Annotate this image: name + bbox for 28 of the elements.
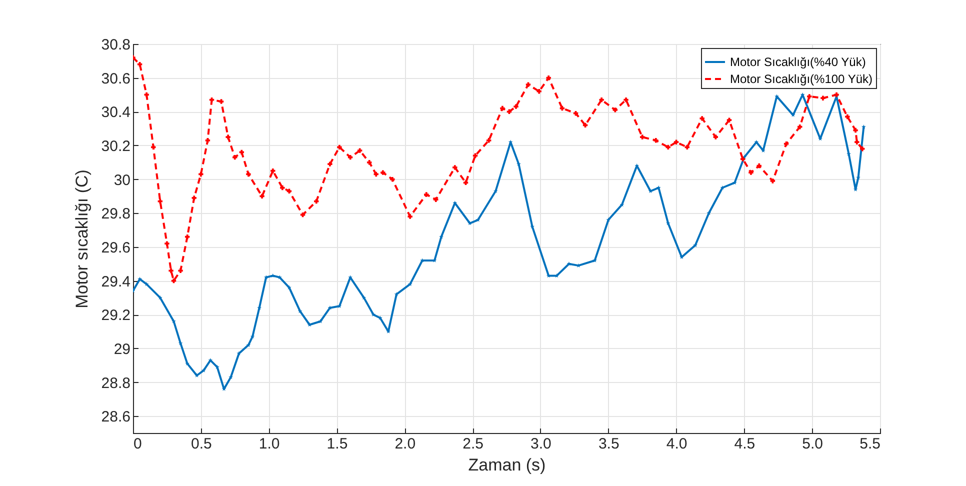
y-tick-label: 30 <box>114 172 130 189</box>
x-tick-label: 4.0 <box>666 436 688 452</box>
y-tick-label: 28.8 <box>101 374 130 392</box>
x-tick-label: 0.5 <box>190 436 212 452</box>
x-tick-label: 2.5 <box>462 436 484 452</box>
x-tick-label: 3.0 <box>530 436 552 452</box>
x-tick-label: 5.5 <box>860 436 880 452</box>
y-tick-label: 30.2 <box>101 138 130 155</box>
x-tick-label: 4.5 <box>734 436 756 452</box>
y-tick-label: 29.4 <box>101 273 130 290</box>
y-tick-label: 29.2 <box>101 307 130 324</box>
legend-label: Motor Sıcaklığı(%100 Yük) <box>730 72 873 86</box>
y-tick-label: 29 <box>114 340 130 358</box>
x-tick-label: 1.0 <box>258 436 280 452</box>
x-tick-label: 3.5 <box>598 436 620 452</box>
y-tick-label: 30.4 <box>101 104 130 122</box>
y-tick-label: 29.6 <box>101 239 130 256</box>
x-tick-label: 5.0 <box>802 436 824 452</box>
legend-label: Motor Sıcaklığı(%40 Yük) <box>730 55 866 69</box>
y-tick-label: 29.8 <box>101 206 130 223</box>
y-tick-label: 30.6 <box>101 70 130 88</box>
y-tick-label: 30.8 <box>101 36 130 54</box>
y-axis-title: Motor sıcaklığı (C) <box>72 170 92 308</box>
x-tick-label: 2.0 <box>394 436 416 452</box>
y-tick-label: 28.6 <box>101 408 130 426</box>
x-tick-label: 0 <box>134 436 142 452</box>
x-axis-title: Zaman (s) <box>468 456 546 474</box>
x-tick-label: 1.5 <box>326 436 348 452</box>
